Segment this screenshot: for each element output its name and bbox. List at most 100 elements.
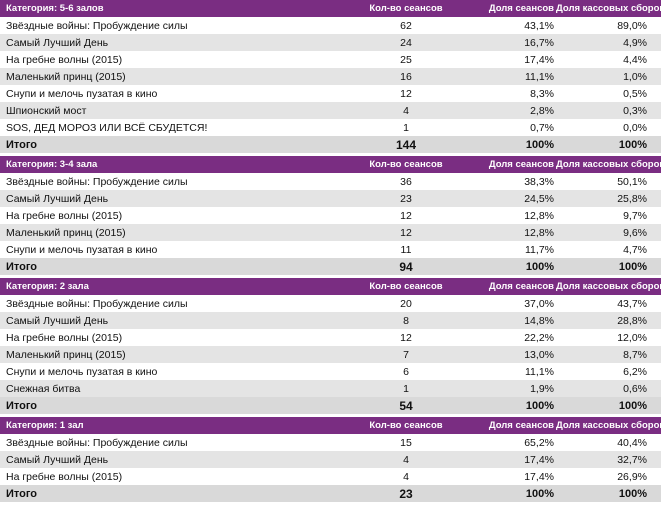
sessions-count: 12 [400,87,412,100]
film-title: Снупи и мелочь пузатая в кино [6,365,158,378]
sessions-share: 43,1% [524,19,554,32]
sessions-share: 22,2% [524,331,554,344]
sessions-share: 37,0% [524,297,554,310]
total-row: Итого 54 100% 100% [0,397,661,414]
film-title: Маленький принц (2015) [6,70,126,83]
sessions-share: 13,0% [524,348,554,361]
total-share-boxoffice: 100% [618,487,647,500]
boxoffice-share: 9,6% [623,226,647,239]
boxoffice-share: 12,0% [617,331,647,344]
film-title: На гребне волны (2015) [6,209,123,222]
total-share-boxoffice: 100% [618,260,647,273]
total-label: Итого [6,487,38,500]
boxoffice-share: 4,4% [623,53,647,66]
boxoffice-share: 26,9% [617,470,647,483]
film-title: Звёздные войны: Пробуждение силы [6,175,188,188]
sessions-count: 12 [400,226,412,239]
table-row: Самый Лучший День 8 14,8% 28,8% [0,312,661,329]
category-header: Категория: 2 зала Кол-во сеансов Доля сеан… [0,278,661,295]
sessions-share: 12,8% [524,209,554,222]
column-header-share-sessions: Доля сеансов [488,159,554,170]
film-title: Самый Лучший День [6,36,109,49]
column-header-share-sessions: Доля сеансов [488,281,554,292]
sessions-count: 15 [400,436,412,449]
boxoffice-share: 50,1% [617,175,647,188]
film-title: Снупи и мелочь пузатая в кино [6,87,158,100]
film-title: Самый Лучший День [6,314,109,327]
category-title: Категория: 3-4 зала [6,159,98,170]
sessions-share: 11,1% [525,70,554,83]
sessions-share: 17,4% [524,470,554,483]
category-block: Категория: 2 зала Кол-во сеансов Доля сеан… [0,278,661,417]
boxoffice-share: 89,0% [617,19,647,32]
sessions-share: 16,7% [524,36,554,49]
sessions-count: 20 [400,297,412,310]
boxoffice-share: 0,3% [623,104,647,117]
film-title: Снупи и мелочь пузатая в кино [6,243,158,256]
total-share-sessions: 100% [525,138,554,151]
boxoffice-share: 4,9% [623,36,647,49]
table-row: Самый Лучший День 23 24,5% 25,8% [0,190,661,207]
boxoffice-share: 43,7% [617,297,647,310]
table-row: На гребне волны (2015) 4 17,4% 26,9% [0,468,661,485]
sessions-count: 24 [400,36,412,49]
table-row: SOS, ДЕД МОРОЗ ИЛИ ВСЁ СБУДЕТСЯ! 1 0,7% 0,0… [0,119,661,136]
boxoffice-share: 9,7% [623,209,647,222]
sessions-count: 25 [400,53,412,66]
boxoffice-share: 32,7% [617,453,647,466]
column-header-share-boxoffice: Доля кассовых сборов [556,281,661,292]
film-title: Маленький принц (2015) [6,226,126,239]
total-sessions: 94 [399,259,413,274]
column-header-share-boxoffice: Доля кассовых сборов [556,420,661,431]
total-row: Итого 94 100% 100% [0,258,661,275]
table-row: Шпионский мост 4 2,8% 0,3% [0,102,661,119]
table-row: На гребне волны (2015) 12 12,8% 9,7% [0,207,661,224]
boxoffice-share: 0,0% [623,121,647,134]
sessions-count: 23 [400,192,412,205]
table-row: Снупи и мелочь пузатая в кино 12 8,3% 0,5% [0,85,661,102]
sessions-count: 6 [403,365,409,378]
sessions-share: 8,3% [530,87,554,100]
table-row: На гребне волны (2015) 12 22,2% 12,0% [0,329,661,346]
sessions-share: 1,9% [530,382,554,395]
sessions-share: 17,4% [524,53,554,66]
boxoffice-share: 28,8% [617,314,647,327]
category-title: Категория: 1 зал [6,420,84,431]
table-row: На гребне волны (2015) 25 17,4% 4,4% [0,51,661,68]
total-share-sessions: 100% [525,260,554,273]
category-header: Категория: 1 зал Кол-во сеансов Доля сеанс… [0,417,661,434]
category-header: Категория: 5-6 залов Кол-во сеансов Доля с… [0,0,661,17]
category-header: Категория: 3-4 зала Кол-во сеансов Доля се… [0,156,661,173]
table-row: Самый Лучший День 24 16,7% 4,9% [0,34,661,51]
film-title: SOS, ДЕД МОРОЗ ИЛИ ВСЁ СБУДЕТСЯ! [6,121,208,134]
sessions-count: 4 [403,104,409,117]
total-sessions: 54 [399,398,413,413]
total-sessions: 23 [399,486,413,501]
table-row: Звёздные войны: Пробуждение силы 15 65,2% 4… [0,434,661,451]
sessions-share: 2,8% [530,104,554,117]
sessions-count: 4 [403,453,409,466]
category-block: Категория: 1 зал Кол-во сеансов Доля сеанс… [0,417,661,505]
total-row: Итого 144 100% 100% [0,136,661,153]
column-header-sessions: Кол-во сеансов [369,281,443,292]
sessions-count: 12 [400,209,412,222]
boxoffice-share: 40,4% [617,436,647,449]
film-title: Звёздные войны: Пробуждение силы [6,19,188,32]
total-share-boxoffice: 100% [618,138,647,151]
total-share-sessions: 100% [525,487,554,500]
film-title: На гребне волны (2015) [6,331,123,344]
film-title: Самый Лучший День [6,192,109,205]
table-row: Звёздные войны: Пробуждение силы 62 43,1% 8… [0,17,661,34]
column-header-sessions: Кол-во сеансов [369,159,443,170]
column-header-sessions: Кол-во сеансов [369,420,443,431]
total-label: Итого [6,260,38,273]
category-block: Категория: 3-4 зала Кол-во сеансов Доля се… [0,156,661,278]
film-title: На гребне волны (2015) [6,53,123,66]
sessions-count: 11 [400,243,412,256]
film-title: Самый Лучший День [6,453,109,466]
film-title: На гребне волны (2015) [6,470,123,483]
table-row: Маленький принц (2015) 7 13,0% 8,7% [0,346,661,363]
sessions-count: 1 [403,121,409,134]
boxoffice-share: 1,0% [623,70,647,83]
